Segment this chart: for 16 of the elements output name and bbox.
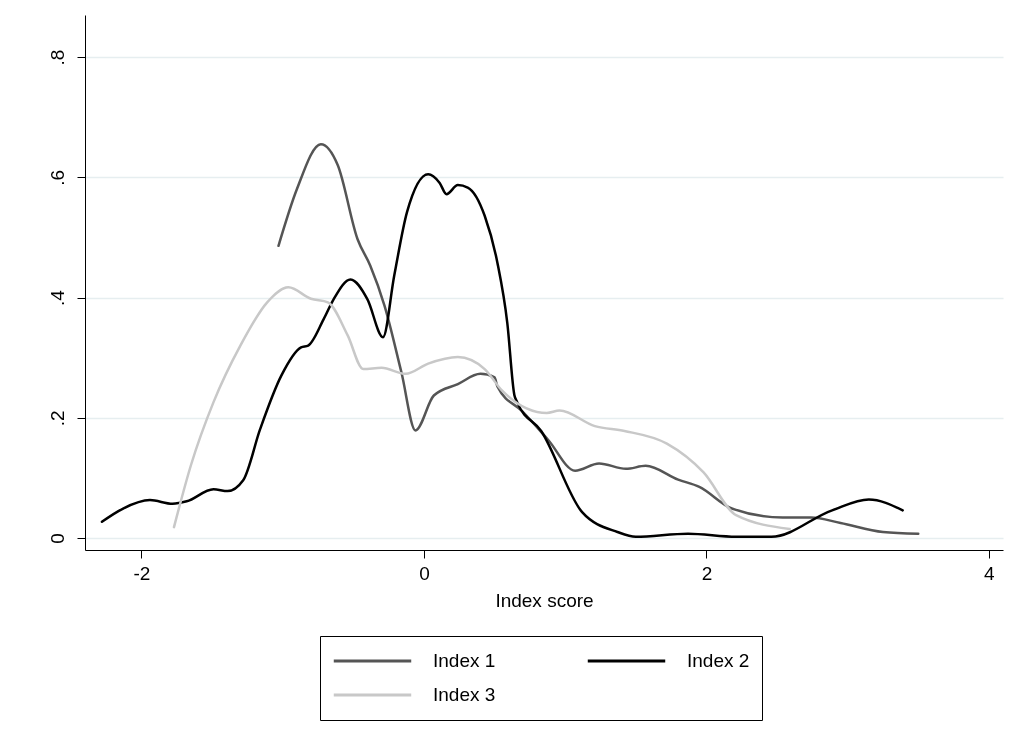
y-tick-label: .2: [46, 410, 68, 427]
y-tick-label: .8: [46, 49, 68, 66]
line-series: [100, 173, 904, 539]
legend-label: Index 3: [433, 684, 496, 705]
x-tick-label: 2: [701, 562, 713, 584]
legend-label: Index 1: [433, 650, 496, 671]
line-series: [172, 286, 791, 531]
line-series: [277, 142, 920, 536]
y-tick-label: .6: [46, 169, 68, 186]
y-tick-label: 0: [46, 533, 68, 544]
x-tick-label: 4: [984, 562, 996, 584]
x-tick-label: 0: [419, 562, 430, 584]
legend-label: Index 2: [687, 650, 750, 671]
x-axis-title: Index score: [495, 589, 594, 611]
y-tick-label: .4: [46, 289, 68, 306]
x-tick-label: -2: [133, 562, 151, 584]
